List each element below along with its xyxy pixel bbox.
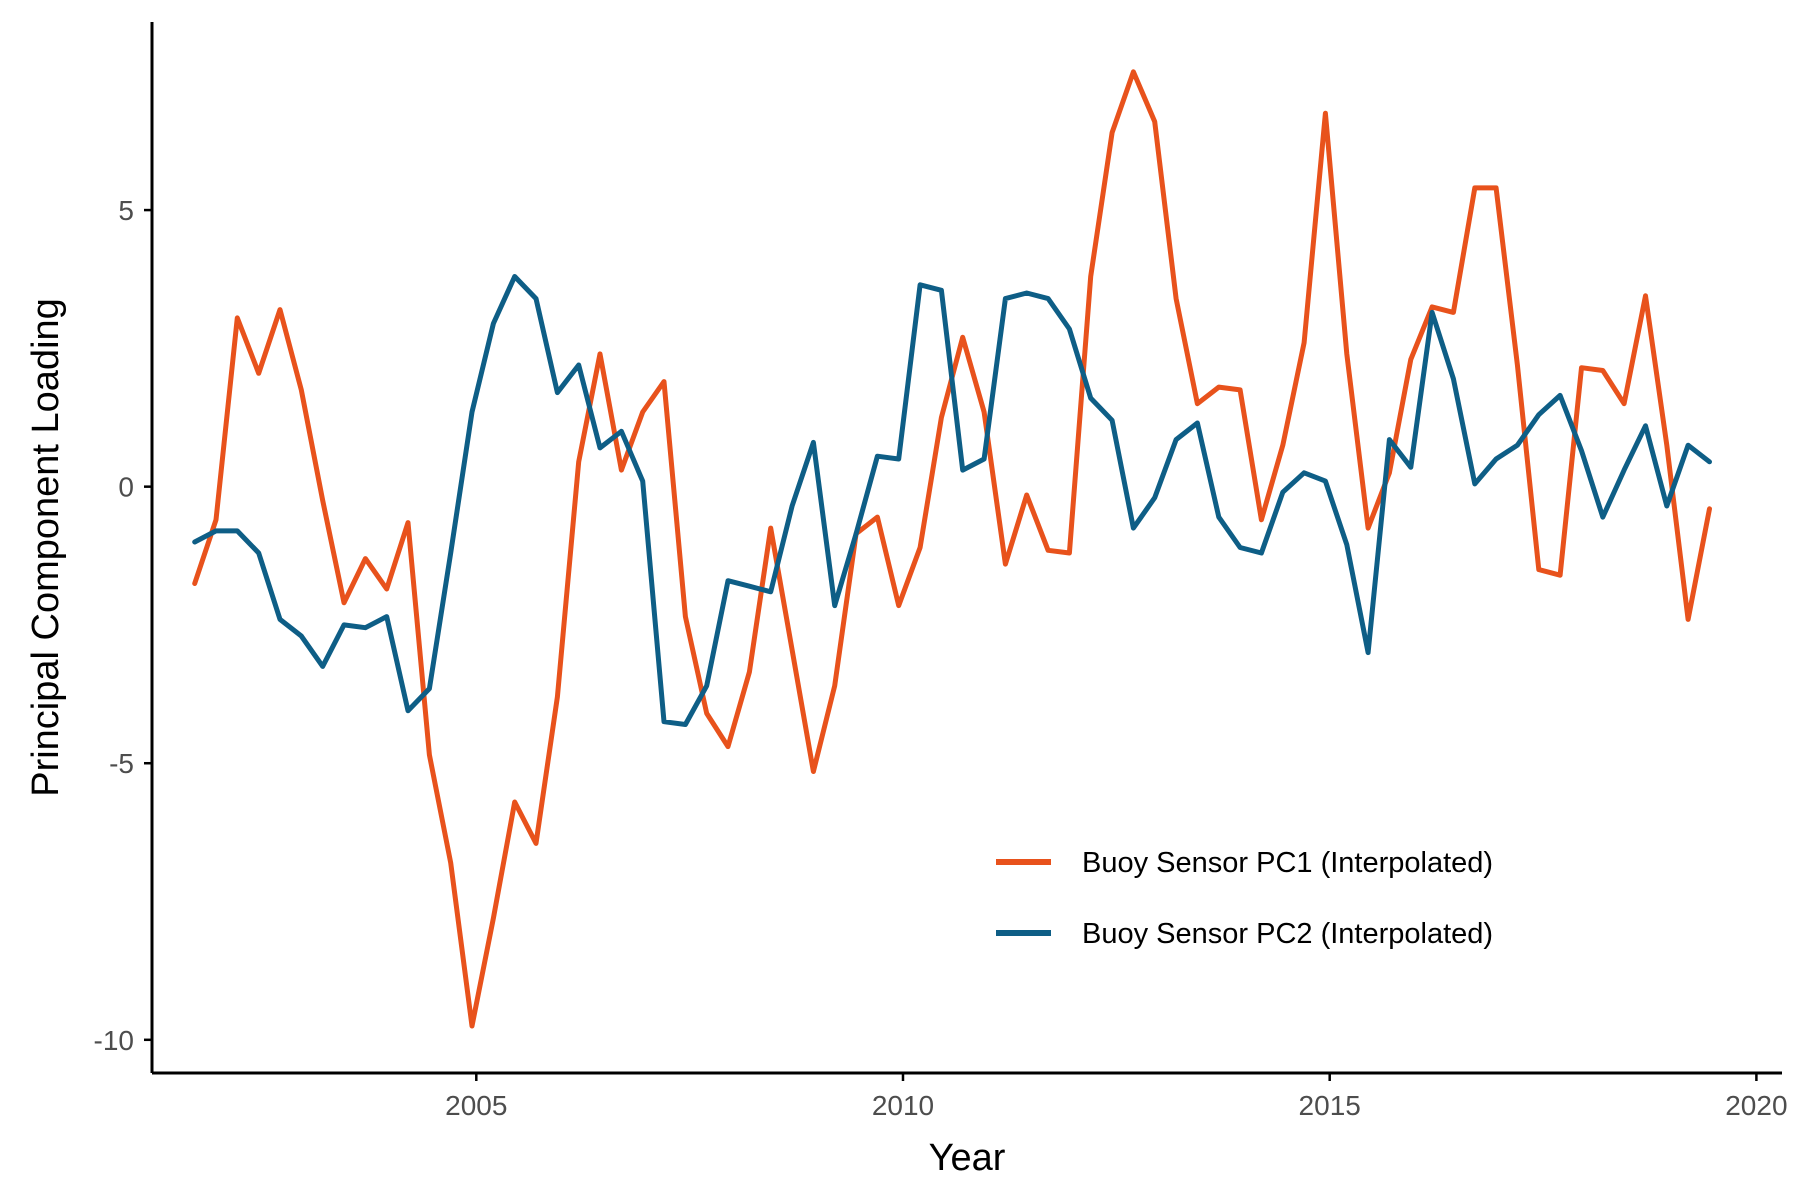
legend-label: Buoy Sensor PC2 (Interpolated): [1082, 918, 1493, 950]
y-tick-label: -10: [94, 1025, 134, 1056]
y-axis-title: Principal Component Loading: [25, 298, 67, 797]
legend: Buoy Sensor PC1 (Interpolated) Buoy Senso…: [996, 847, 1493, 950]
series-line-pc2: [192, 274, 1712, 727]
legend-label: Buoy Sensor PC1 (Interpolated): [1082, 847, 1493, 879]
series-layer: [192, 69, 1712, 1029]
x-tick-label: 2010: [872, 1090, 934, 1121]
x-axis-ticks: 2005 2010 2015 2020: [445, 1073, 1788, 1121]
x-tick-label: 2020: [1725, 1090, 1787, 1121]
x-tick-label: 2005: [445, 1090, 507, 1121]
x-tick-label: 2015: [1299, 1090, 1361, 1121]
x-axis-title: Year: [929, 1137, 1006, 1179]
y-axis-ticks: -10 -5 0 5: [94, 195, 152, 1056]
series-line-pc1: [192, 69, 1712, 1029]
y-tick-label: 0: [118, 472, 134, 503]
y-tick-label: -5: [109, 748, 134, 779]
y-tick-label: 5: [118, 195, 134, 226]
